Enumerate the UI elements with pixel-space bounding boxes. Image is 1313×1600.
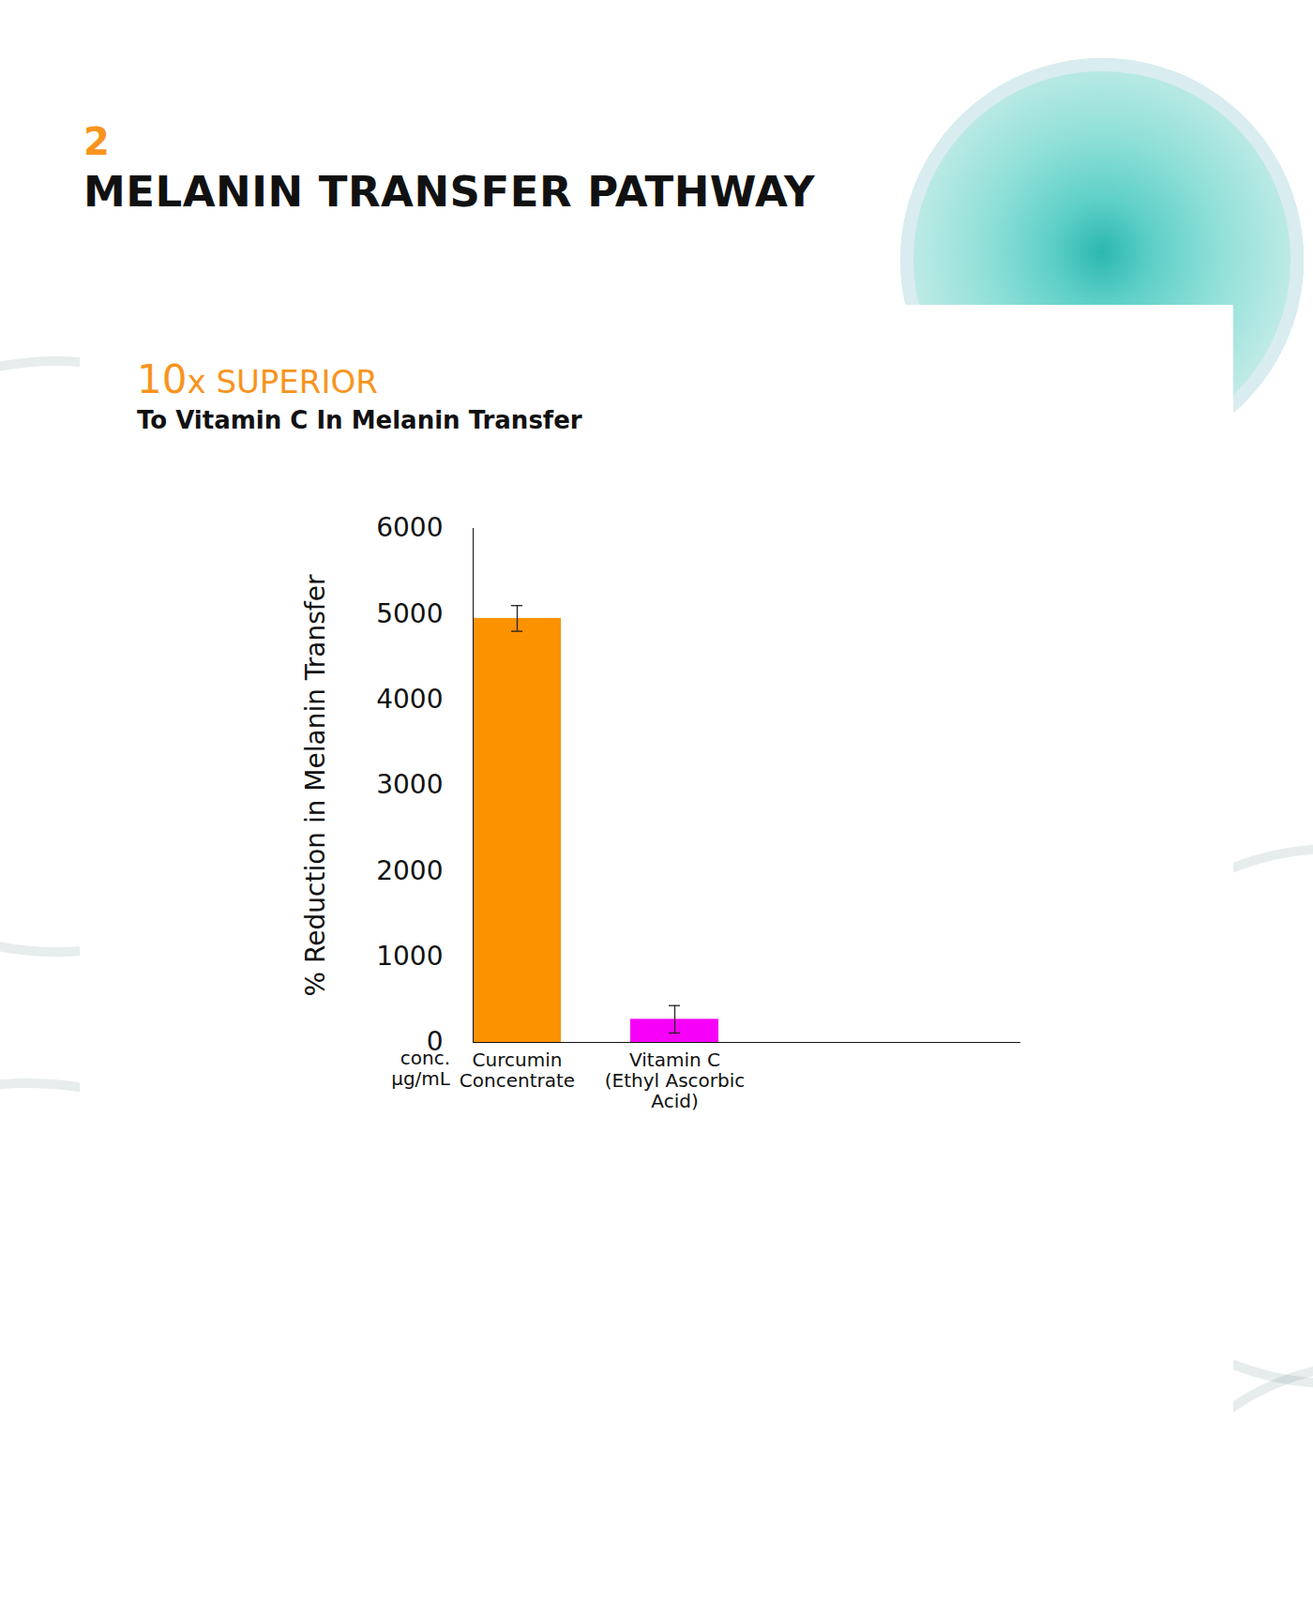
svg-text:Vitamin C(Ethyl AscorbicAcid): Vitamin C(Ethyl AscorbicAcid): [604, 1048, 746, 1113]
svg-text:6000: 6000: [376, 512, 443, 544]
svg-text:2000: 2000: [376, 855, 443, 887]
svg-text:5000: 5000: [376, 598, 443, 630]
svg-text:3000: 3000: [376, 769, 443, 800]
svg-text:0: 0: [426, 1026, 444, 1057]
svg-text:CurcuminConcentrate: CurcuminConcentrate: [459, 1048, 575, 1092]
svg-text:4000: 4000: [376, 683, 443, 715]
svg-text:1000: 1000: [376, 940, 443, 972]
svg-text:% Reduction in Melanin Transfe: % Reduction in Melanin Transfer: [300, 573, 332, 997]
